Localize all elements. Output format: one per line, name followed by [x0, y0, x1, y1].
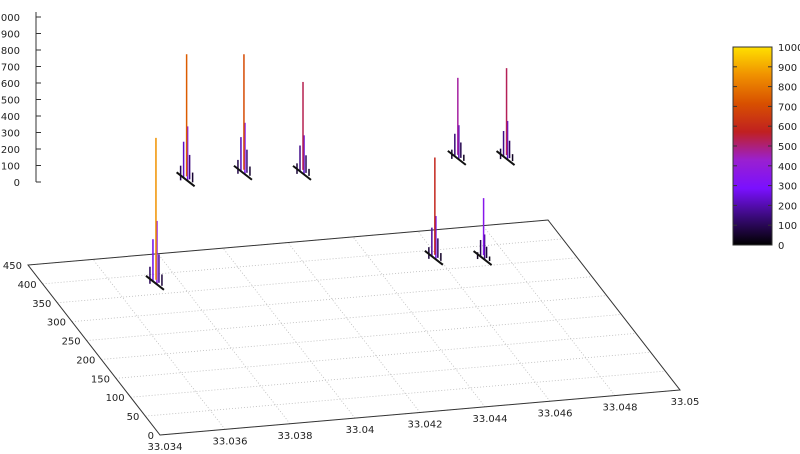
- colorbar-gradient: [732, 46, 773, 246]
- peak: [472, 198, 493, 266]
- peak: [424, 157, 444, 266]
- z-tick-label: 400: [1, 112, 20, 123]
- y-grid-line: [57, 257, 578, 304]
- x-tick-label: 33.048: [603, 403, 638, 414]
- peak-base-marks: [447, 150, 467, 166]
- y-grid-line: [145, 370, 666, 417]
- z-tick-label: 900: [1, 30, 20, 41]
- axes: [27, 12, 681, 436]
- z-tick-label: 100: [1, 162, 20, 173]
- colorbar-tick-label: 1000: [778, 43, 800, 54]
- colorbar-tick-label: 400: [778, 162, 797, 173]
- x-grid-line: [482, 225, 616, 396]
- y-tick-label: 0: [148, 431, 154, 442]
- peak-base-marks: [495, 150, 516, 166]
- y-tick-label: 100: [106, 393, 125, 404]
- colorbar-tick-label: 300: [778, 182, 797, 193]
- base-grid: [27, 219, 681, 436]
- y-tick-label: 50: [127, 412, 140, 423]
- x-grid-line: [352, 236, 486, 408]
- x-grid-line: [287, 242, 421, 413]
- z-tick-label: 1000: [0, 13, 20, 24]
- peak-base-marks: [233, 164, 253, 181]
- x-tick-label: 33.034: [148, 442, 183, 450]
- colorbar-tick-label: 600: [778, 122, 797, 133]
- y-grid-line: [130, 351, 651, 398]
- z-tick-label: 700: [1, 63, 20, 74]
- x-tick-label: 33.042: [408, 420, 443, 431]
- peaks: [145, 54, 516, 291]
- y-tick-label: 450: [3, 261, 22, 272]
- peak: [233, 54, 253, 181]
- y-tick-label: 250: [62, 337, 81, 348]
- y-tick-label: 400: [18, 280, 37, 291]
- y-tick-label: 350: [32, 299, 51, 310]
- peak-base-marks: [145, 274, 165, 291]
- z-tick-label: 500: [1, 96, 20, 107]
- tick-labels: 33.034 33.036 33.038 33.04 33.042 33.044 33.04…: [0, 13, 700, 453]
- z-tick-label: 200: [1, 145, 20, 156]
- colorbar-tick-label: 0: [778, 241, 784, 252]
- colorbar-tick-label: 900: [778, 63, 797, 74]
- z-tick-label: 600: [1, 79, 20, 90]
- z-tick-label: 300: [1, 129, 20, 140]
- peak: [145, 137, 165, 291]
- x-tick-label: 33.044: [473, 414, 508, 425]
- peak: [176, 54, 196, 188]
- colorbar-tick-label: 100: [778, 221, 797, 232]
- y-tick-label: 300: [47, 318, 66, 329]
- peak-base-marks: [176, 171, 196, 188]
- x-tick-label: 33.046: [538, 408, 573, 419]
- x-grid-line: [222, 247, 356, 419]
- colorbar-tick-label: 700: [778, 102, 797, 113]
- x-tick-label: 33.05: [671, 397, 700, 408]
- x-tick-label: 33.038: [278, 431, 313, 442]
- y-grid-line: [86, 295, 607, 341]
- peak: [495, 68, 516, 166]
- y-grid-line: [101, 314, 622, 360]
- y-tick-label: 150: [91, 374, 110, 385]
- x-tick-label: 33.036: [213, 436, 248, 447]
- z-tick-label: 800: [1, 46, 20, 57]
- x-tick-label: 33.04: [346, 425, 375, 436]
- colorbar-tick-label: 800: [778, 83, 797, 94]
- base-plane-border: [27, 219, 681, 436]
- x-grid-line: [157, 253, 291, 424]
- peak-base-marks: [472, 250, 493, 266]
- peak: [447, 77, 467, 166]
- y-grid-line: [115, 332, 637, 379]
- peak: [292, 81, 312, 181]
- colorbar: 0 100 200 300 400 500 600 700 800 900 1000: [732, 43, 800, 252]
- peak-base-marks: [292, 165, 312, 181]
- colorbar-tick-label: 500: [778, 142, 797, 153]
- z-tick-label: 0: [14, 178, 20, 189]
- peak-base-marks: [424, 250, 444, 266]
- y-tick-label: 200: [76, 355, 95, 366]
- colorbar-tick-label: 200: [778, 201, 797, 212]
